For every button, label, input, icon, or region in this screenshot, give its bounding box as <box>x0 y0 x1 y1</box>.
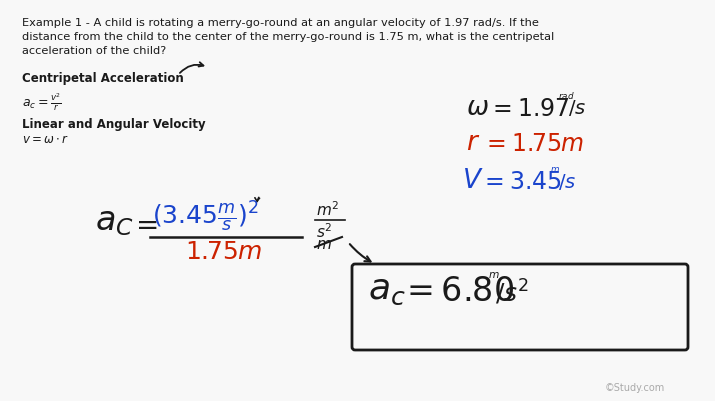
Text: $^m$: $^m$ <box>488 270 500 285</box>
Text: $(3.45\frac{m}{s})^2$: $(3.45\frac{m}{s})^2$ <box>152 200 259 234</box>
Text: $V$: $V$ <box>462 168 483 194</box>
Text: Example 1 - A child is rotating a merry-go-round at an angular velocity of 1.97 : Example 1 - A child is rotating a merry-… <box>22 18 539 28</box>
Text: $^{rad}$: $^{rad}$ <box>558 93 575 106</box>
Text: $v = \omega \cdot r$: $v = \omega \cdot r$ <box>22 133 69 146</box>
Text: $1.75m$: $1.75m$ <box>185 239 262 263</box>
Text: $\omega$: $\omega$ <box>466 95 489 121</box>
Text: $=$: $=$ <box>130 209 158 237</box>
Text: acceleration of the child?: acceleration of the child? <box>22 46 167 56</box>
Text: Centripetal Acceleration: Centripetal Acceleration <box>22 72 184 85</box>
FancyArrowPatch shape <box>180 63 203 74</box>
Text: $/s^2$: $/s^2$ <box>495 277 529 306</box>
Text: $a_C$: $a_C$ <box>95 205 134 237</box>
Text: $^m$: $^m$ <box>550 166 560 178</box>
FancyArrowPatch shape <box>255 198 260 202</box>
Text: ©Study.com: ©Study.com <box>605 382 665 392</box>
Text: $=3.45$: $=3.45$ <box>480 170 562 194</box>
Text: $s^2$: $s^2$ <box>316 221 332 240</box>
Text: distance from the child to the center of the merry-go-round is 1.75 m, what is t: distance from the child to the center of… <box>22 32 554 42</box>
Text: Linear and Angular Velocity: Linear and Angular Velocity <box>22 118 206 131</box>
Text: $=1.97$: $=1.97$ <box>488 97 570 121</box>
Text: $/s$: $/s$ <box>568 98 586 118</box>
Text: $m$: $m$ <box>316 237 332 251</box>
FancyBboxPatch shape <box>352 264 688 350</box>
Text: $r$: $r$ <box>466 130 480 156</box>
Text: $m^2$: $m^2$ <box>316 200 339 218</box>
Text: $/s$: $/s$ <box>558 172 576 192</box>
Text: $a_c$: $a_c$ <box>368 272 405 306</box>
Text: $a_c = \frac{v^2}{r}$: $a_c = \frac{v^2}{r}$ <box>22 92 62 113</box>
Text: $=1.75m$: $=1.75m$ <box>482 132 584 156</box>
Text: $= 6.80$: $= 6.80$ <box>400 274 514 307</box>
